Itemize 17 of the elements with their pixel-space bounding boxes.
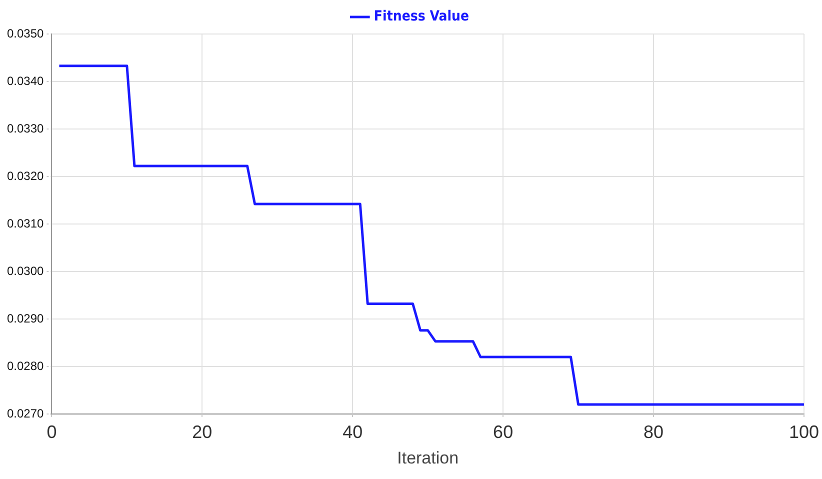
- x-tick-label: 0: [46, 422, 57, 442]
- y-tick-label: 0.0310: [7, 216, 44, 230]
- y-tick-label: 0.0320: [7, 168, 44, 183]
- y-tick-label: 0.0330: [7, 121, 44, 136]
- x-axis-title: Iteration: [397, 448, 459, 468]
- legend-label: Fitness Value: [374, 8, 470, 25]
- x-tick-label: 100: [788, 422, 820, 442]
- x-tick-label: 20: [192, 422, 212, 442]
- y-tick-label: 0.0340: [7, 74, 44, 88]
- y-tick-label: 0.0350: [7, 26, 44, 40]
- x-tick-label: 60: [493, 422, 514, 442]
- y-tick-label: 0.0300: [7, 264, 44, 278]
- x-tick-label: 80: [644, 422, 664, 442]
- y-tick-label: 0.0280: [7, 358, 44, 373]
- y-tick-label: 0.0290: [7, 311, 44, 326]
- x-tick-label: 40: [342, 422, 363, 442]
- y-tick-label: 0.0270: [7, 406, 44, 420]
